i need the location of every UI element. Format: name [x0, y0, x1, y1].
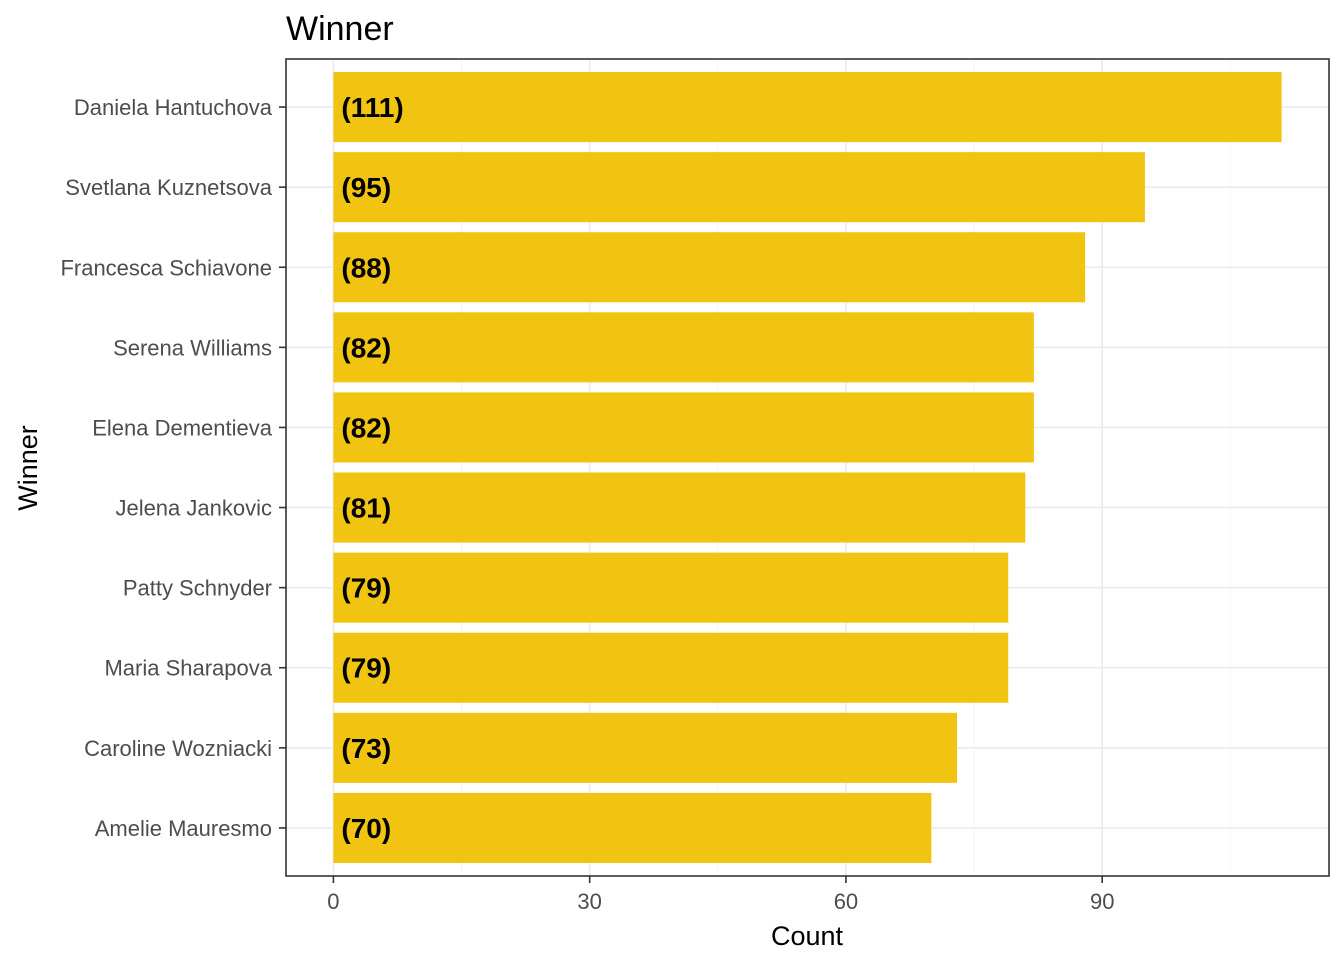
x-axis-tick-label: 30	[577, 889, 601, 914]
bar-value-label: (81)	[341, 493, 391, 524]
bar	[333, 632, 1009, 703]
bar-value-label: (88)	[341, 252, 391, 283]
bars	[333, 72, 1282, 863]
bar	[333, 312, 1034, 383]
bar-value-label: (111)	[341, 92, 403, 123]
x-axis-tick-label: 0	[327, 889, 339, 914]
bar-value-label: (79)	[341, 653, 391, 684]
bar	[333, 72, 1282, 143]
bar	[333, 232, 1086, 303]
y-axis-category-label: Maria Sharapova	[104, 656, 272, 681]
bar-value-label: (82)	[341, 412, 391, 443]
y-axis-category-label: Caroline Wozniacki	[84, 736, 272, 761]
y-axis-category-label: Elena Dementieva	[92, 415, 273, 440]
bar-value-label: (73)	[341, 733, 391, 764]
axes: Daniela Hantuchova Svetlana Kuznetsova Fra…	[60, 95, 1114, 914]
bar	[333, 152, 1145, 223]
bar-value-label: (70)	[341, 813, 391, 844]
bar-value-label: (79)	[341, 573, 391, 604]
bar	[333, 392, 1034, 463]
y-axis-title: Winner	[13, 425, 43, 511]
bar-value-label: (95)	[341, 172, 391, 203]
y-axis-category-label: Patty Schnyder	[123, 576, 272, 601]
x-axis-tick-label: 60	[834, 889, 858, 914]
panel-border	[285, 58, 1330, 877]
x-axis-title: Count	[771, 921, 844, 951]
x-axis-tick-label: 90	[1090, 889, 1114, 914]
y-axis-category-label: Serena Williams	[113, 335, 272, 360]
bar	[333, 472, 1026, 543]
bar-value-labels: (111) (95) (88) (82) (82) (81) (79) (79) (73) (70…	[341, 92, 403, 844]
bar-value-label: (82)	[341, 332, 391, 363]
y-axis-category-label: Svetlana Kuznetsova	[65, 175, 272, 200]
y-axis-category-label: Francesca Schiavone	[60, 255, 272, 280]
y-axis-category-label: Amelie Mauresmo	[95, 816, 272, 841]
y-axis-category-label: Jelena Jankovic	[115, 496, 272, 521]
chart-title: Winner	[286, 10, 394, 48]
y-axis-category-label: Daniela Hantuchova	[74, 95, 273, 120]
bar	[333, 552, 1009, 623]
bar	[333, 792, 932, 863]
bar	[333, 712, 957, 783]
